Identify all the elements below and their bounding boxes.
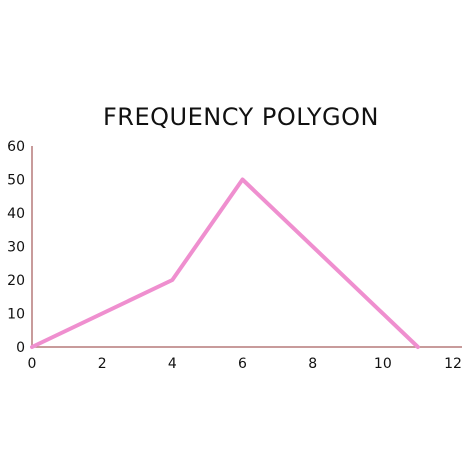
y-tick-label: 30: [7, 240, 25, 256]
x-tick-label: 8: [308, 356, 317, 372]
y-tick-label: 10: [7, 307, 25, 323]
y-axis-ticks: 0 10 20 30 40 50 60: [7, 139, 25, 356]
y-tick-label: 0: [16, 340, 25, 356]
x-tick-label: 12: [444, 356, 462, 372]
y-tick-label: 20: [7, 273, 25, 289]
x-tick-label: 0: [28, 356, 37, 372]
series-line: [30, 177, 420, 349]
y-tick-label: 40: [7, 206, 25, 222]
x-axis-ticks: 0 2 4 6 8 10 12: [28, 356, 462, 372]
y-tick-label: 60: [7, 139, 25, 155]
x-tick-label: 4: [168, 356, 177, 372]
chart-title: FREQUENCY POLYGON: [103, 103, 379, 131]
y-tick-label: 50: [7, 173, 25, 189]
x-tick-label: 2: [98, 356, 107, 372]
x-tick-label: 10: [374, 356, 392, 372]
x-tick-label: 6: [238, 356, 247, 372]
